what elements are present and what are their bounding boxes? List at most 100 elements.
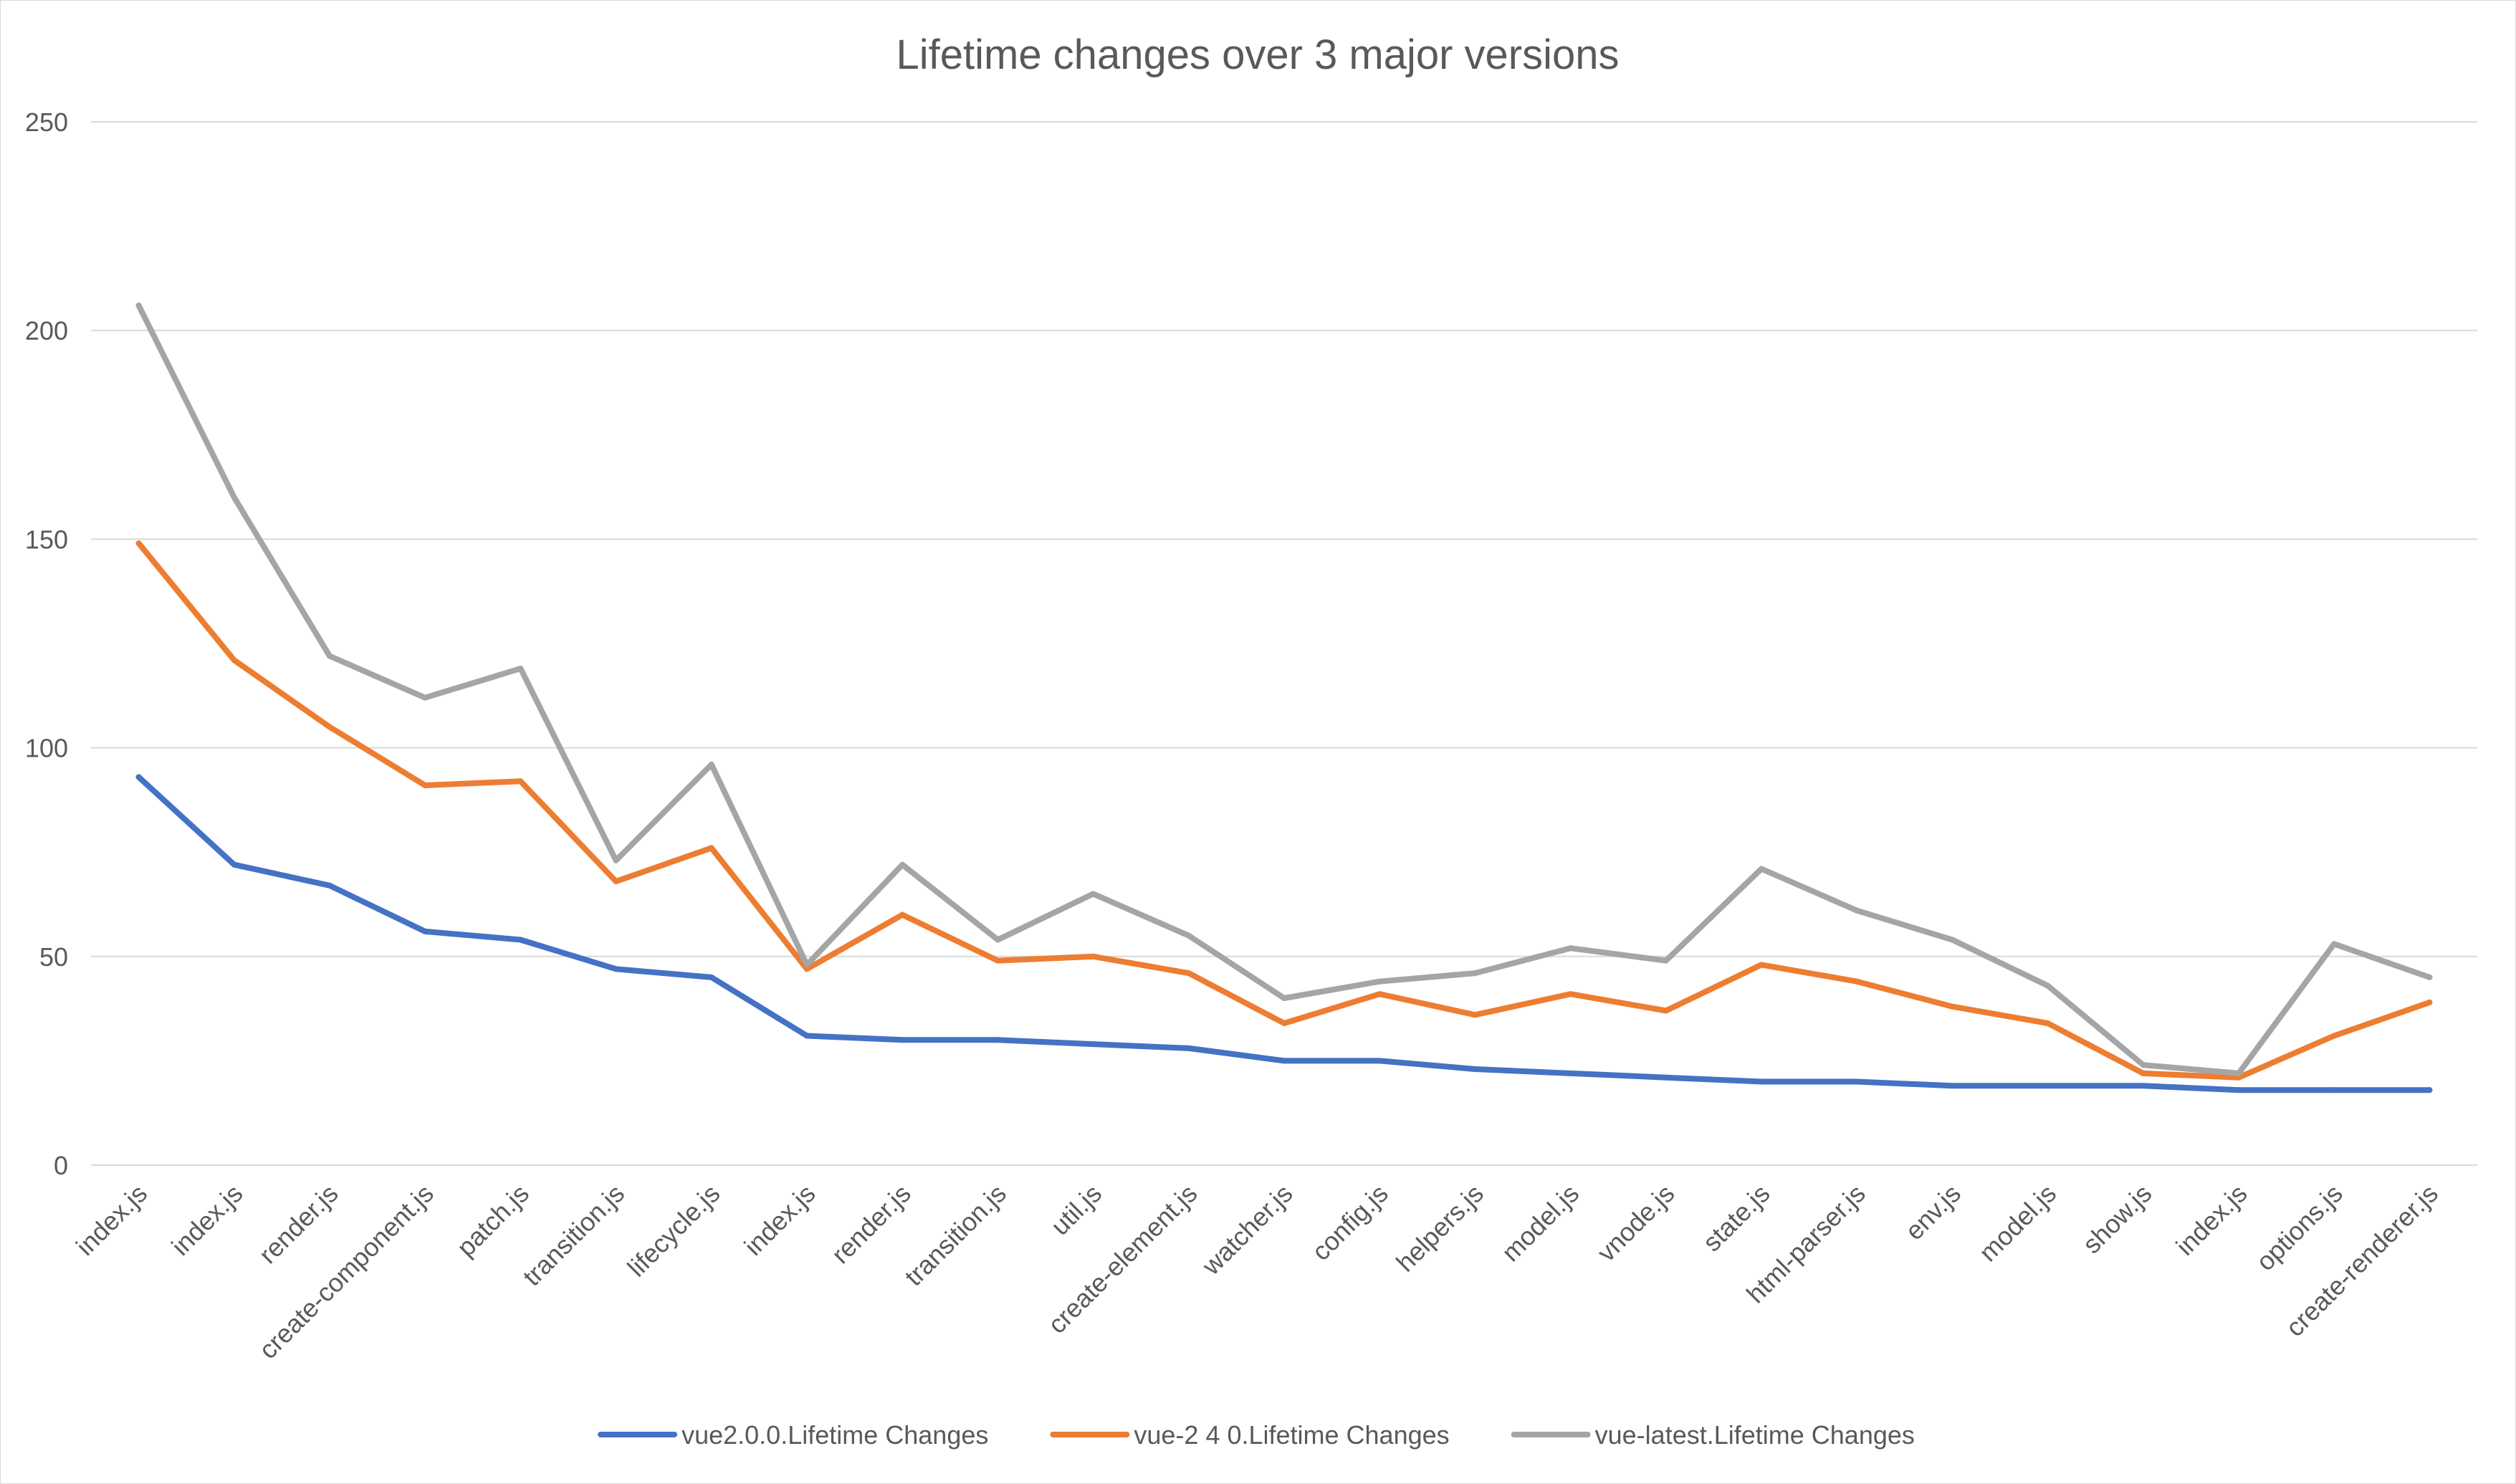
legend-label: vue-latest.Lifetime Changes (1595, 1420, 1915, 1450)
data-point (2236, 1087, 2242, 1093)
data-point (1949, 1083, 1956, 1089)
x-tick-label: create-component.js (253, 1179, 439, 1365)
data-point (1759, 962, 1764, 968)
y-tick-label: 150 (25, 525, 68, 554)
y-tick-label: 250 (25, 107, 68, 137)
data-point (1567, 1070, 1574, 1076)
data-point (1281, 1020, 1287, 1026)
y-tick-label: 50 (39, 942, 68, 972)
data-point (1090, 891, 1096, 897)
data-point (1759, 1078, 1764, 1085)
data-point (517, 778, 524, 785)
x-tick-label: render.js (826, 1179, 917, 1270)
data-point (135, 540, 142, 547)
data-point (995, 937, 1001, 943)
data-point (1281, 1058, 1287, 1064)
data-point (1281, 995, 1287, 1002)
data-point (708, 761, 714, 767)
data-point (327, 724, 333, 730)
x-tick-label: model.js (1973, 1179, 2062, 1268)
legend-label: vue-2 4 0.Lifetime Changes (1134, 1420, 1449, 1450)
gridlines (91, 121, 2477, 1166)
data-point (613, 857, 619, 863)
data-point (327, 882, 333, 889)
data-point (1949, 1003, 1956, 1010)
x-tick-label: index.js (738, 1179, 821, 1261)
data-point (804, 962, 810, 968)
legend-item: vue-2 4 0.Lifetime Changes (1050, 1420, 1450, 1450)
data-point (708, 974, 714, 980)
legend: vue2.0.0.Lifetime Changes vue-2 4 0.Lifet… (598, 1420, 1915, 1450)
data-point (1567, 945, 1574, 952)
data-point (517, 937, 524, 943)
legend-item: vue-latest.Lifetime Changes (1511, 1420, 1915, 1450)
data-point (2140, 1083, 2146, 1089)
x-tick-label: vnode.js (1592, 1179, 1680, 1268)
data-point (1759, 866, 1764, 872)
data-point (1090, 1041, 1096, 1048)
data-point (613, 878, 619, 884)
data-point (2044, 1083, 2051, 1089)
x-tick-label: show.js (2077, 1179, 2157, 1259)
data-point (2331, 1033, 2338, 1039)
data-point (135, 774, 142, 780)
data-point (995, 957, 1001, 964)
data-point (1185, 970, 1192, 977)
legend-label: vue2.0.0.Lifetime Changes (681, 1420, 988, 1450)
data-point (804, 966, 810, 972)
data-point (1663, 957, 1669, 964)
data-point (422, 928, 429, 934)
data-point (1567, 991, 1574, 997)
legend-item: vue2.0.0.Lifetime Changes (598, 1420, 988, 1450)
x-tick-label: state.js (1697, 1179, 1776, 1258)
data-point (1185, 1045, 1192, 1051)
data-point (135, 302, 142, 309)
data-point (2140, 1070, 2146, 1076)
chart-title: Lifetime changes over 3 major versions (896, 32, 1619, 78)
data-point (1377, 1058, 1383, 1064)
data-point (1854, 1078, 1860, 1085)
x-tick-label: config.js (1306, 1179, 1393, 1266)
y-tick-label: 200 (25, 316, 68, 345)
x-tick-label: util.js (1045, 1179, 1107, 1241)
x-tick-label: index.js (2170, 1179, 2252, 1261)
x-tick-label: lifecycle.js (621, 1179, 725, 1283)
y-tick-label: 100 (25, 734, 68, 763)
series-line-3 (135, 302, 2433, 1076)
x-tick-label: patch.js (451, 1179, 535, 1263)
x-axis-tick-labels: index.js index.js render.jscreate-componen… (70, 1179, 2444, 1365)
x-tick-label: watcher.js (1196, 1179, 1298, 1281)
x-tick-label: render.js (253, 1179, 344, 1270)
data-point (2044, 1020, 2051, 1026)
y-tick-label: 0 (54, 1151, 68, 1180)
y-axis-tick-labels: 0 50 100 150 200 250 (25, 107, 68, 1180)
data-point (804, 1033, 810, 1039)
data-point (2331, 941, 2338, 947)
x-tick-label: env.js (1899, 1179, 1966, 1246)
data-point (995, 1037, 1001, 1043)
x-tick-label: transition.js (899, 1179, 1012, 1292)
data-point (517, 665, 524, 671)
data-point (231, 657, 237, 664)
data-point (1663, 1074, 1669, 1081)
series-lines (135, 302, 2433, 1093)
data-point (2044, 982, 2051, 989)
data-point (1663, 1007, 1669, 1014)
data-point (2426, 1087, 2433, 1093)
data-point (708, 845, 714, 851)
x-tick-label: index.js (70, 1179, 153, 1261)
x-tick-label: index.js (166, 1179, 248, 1261)
data-point (1472, 970, 1478, 977)
data-point (231, 494, 237, 501)
data-point (1185, 932, 1192, 939)
x-tick-label: options.js (2250, 1179, 2348, 1277)
data-point (1377, 978, 1383, 985)
data-point (231, 861, 237, 868)
data-point (2426, 974, 2433, 980)
data-point (1090, 953, 1096, 959)
x-tick-label: helpers.js (1390, 1179, 1489, 1278)
data-point (422, 782, 429, 789)
data-point (2331, 1087, 2338, 1093)
